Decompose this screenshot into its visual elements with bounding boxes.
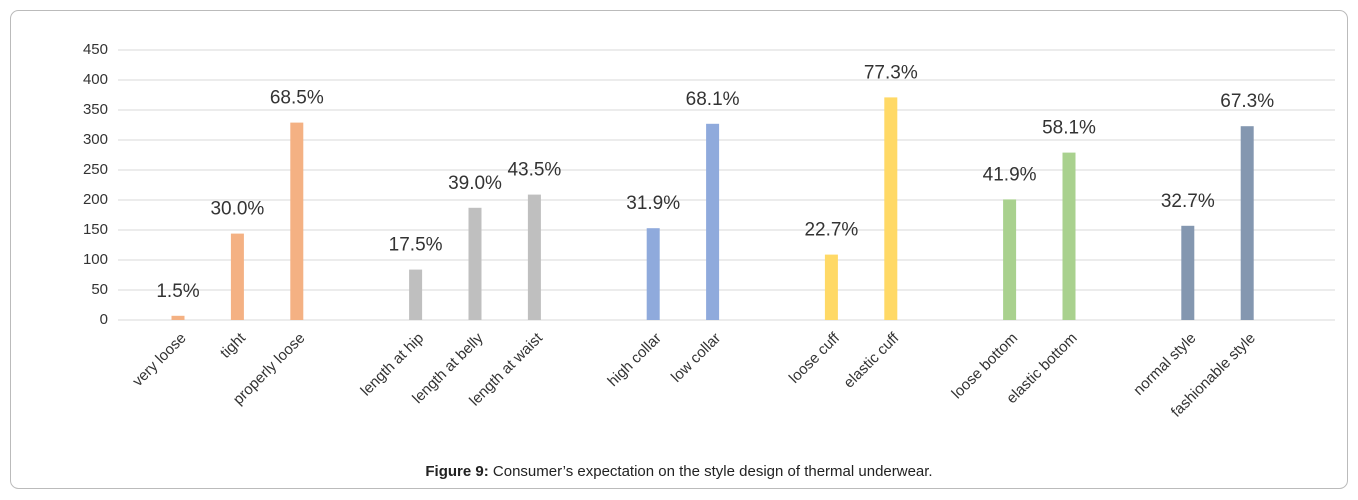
value-label: 31.9% [626,193,680,214]
value-label: 1.5% [156,281,199,302]
y-tick-label: 350 [83,101,108,118]
value-label: 77.3% [864,62,918,83]
x-tick-label: very loose [129,330,189,390]
x-tick-label: high collar [604,330,664,390]
x-tick-label: tight [217,329,250,362]
bar [527,194,541,320]
value-label: 22.7% [804,220,858,241]
bar [1062,152,1076,320]
bar [468,207,482,320]
bar [409,269,423,320]
caption-label: Figure 9: [425,463,488,480]
y-tick-label: 50 [91,281,108,298]
y-tick-label: 200 [83,191,108,208]
bar [290,122,304,320]
value-label: 58.1% [1042,118,1096,139]
bar [1181,225,1195,320]
value-label: 43.5% [507,160,561,181]
y-tick-label: 150 [83,221,108,238]
bar [230,233,244,320]
y-tick-label: 400 [83,71,108,88]
value-label: 39.0% [448,173,502,194]
bar [171,315,185,320]
value-label: 17.5% [389,235,443,256]
x-tick-label: loose cuff [786,329,844,387]
y-tick-label: 0 [100,311,108,328]
bar [706,123,720,320]
frame [10,10,1348,489]
value-label: 67.3% [1220,91,1274,112]
x-tick-label: elastic cuff [840,329,903,392]
y-tick-label: 250 [83,161,108,178]
caption: Figure 9: Consumer’s expectation on the … [425,463,932,480]
value-label: 41.9% [983,164,1037,185]
value-label: 30.0% [210,199,264,220]
bar [884,97,898,321]
y-tick-label: 100 [83,251,108,268]
x-tick-label: low collar [668,330,724,386]
value-label: 68.5% [270,88,324,109]
y-tick-label: 450 [83,41,108,58]
y-tick-label: 300 [83,131,108,148]
bar [1003,199,1017,320]
value-label: 32.7% [1161,191,1215,212]
bar [1240,126,1254,320]
bar [824,254,838,320]
value-label: 68.1% [686,89,740,110]
bar [646,228,660,320]
caption-text: Consumer’s expectation on the style desi… [489,463,933,480]
